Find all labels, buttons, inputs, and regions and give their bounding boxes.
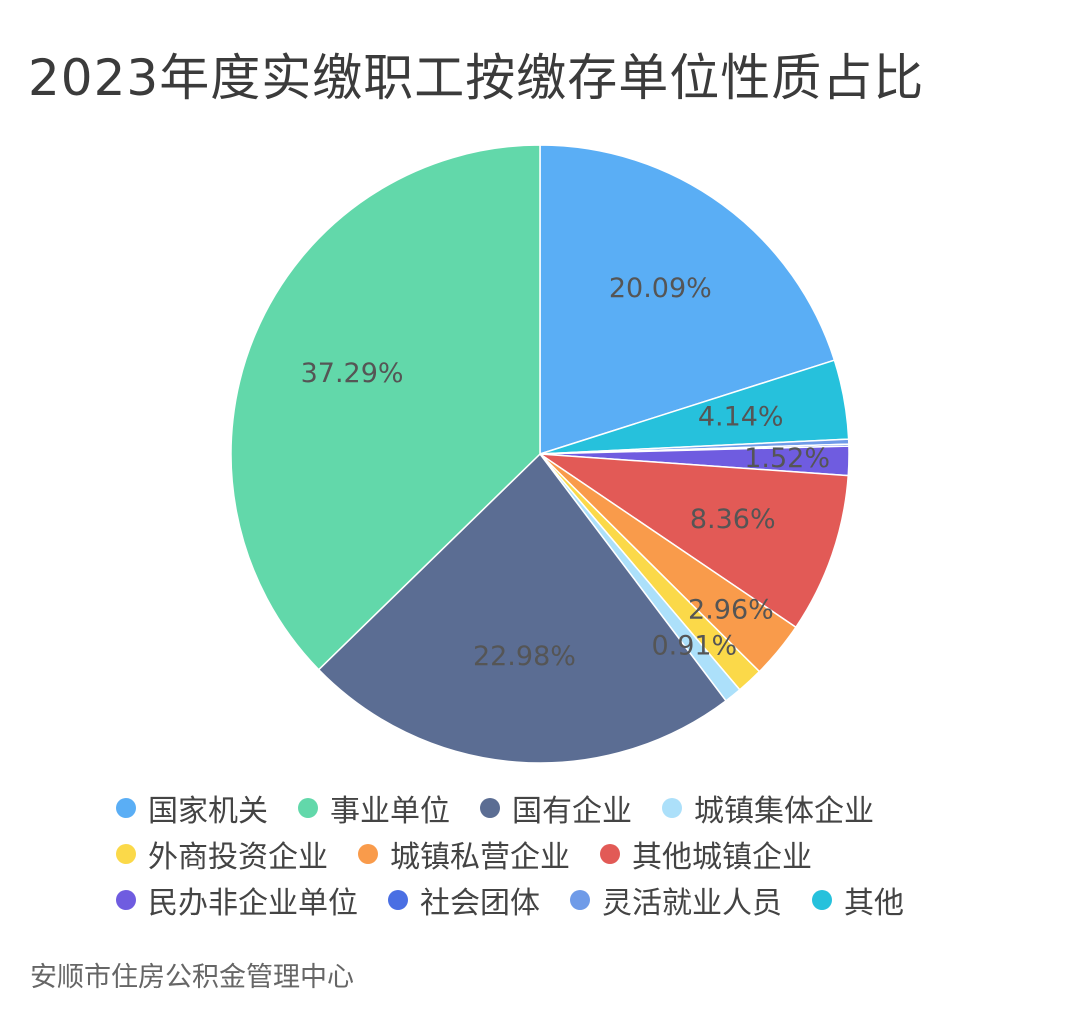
legend-item: 其他 (812, 878, 904, 922)
legend-label: 城镇集体企业 (694, 794, 874, 829)
pie-slice (537, 453, 850, 629)
chart-title: 2023年度实缴职工按缴存单位性质占比 (28, 49, 925, 107)
pie-slice (539, 144, 836, 456)
legend-swatch (298, 798, 318, 818)
pie-slice (317, 452, 727, 764)
slice-data-label: 37.29% (301, 358, 404, 389)
legend-label: 国家机关 (148, 794, 268, 829)
slice-data-label: 0.91% (651, 631, 737, 662)
legend-swatch (812, 890, 832, 910)
legend-label: 民办非企业单位 (148, 886, 358, 921)
legend-swatch (116, 798, 136, 818)
legend-item: 事业单位 (298, 786, 450, 830)
legend-swatch (570, 890, 590, 910)
slice-data-label: 20.09% (609, 273, 712, 304)
legend-item: 国有企业 (480, 786, 632, 830)
legend-item: 社会团体 (388, 878, 540, 922)
legend-swatch (662, 798, 682, 818)
legend-label: 城镇私营企业 (390, 840, 570, 875)
legend-swatch (358, 844, 378, 864)
legend-label: 灵活就业人员 (602, 886, 782, 921)
legend-label: 事业单位 (330, 794, 450, 829)
legend-label: 国有企业 (512, 794, 632, 829)
chart-legend: 国家机关 事业单位 国有企业 城镇集体企业 外商投资企业 城镇私营企业 其他城镇企业 民办非企… (116, 785, 1016, 923)
legend-item: 其他城镇企业 (600, 832, 812, 876)
legend-swatch (116, 890, 136, 910)
slice-data-label: 2.96% (688, 595, 774, 626)
source-label: 安顺市住房公积金管理中心 (30, 962, 354, 993)
legend-swatch (388, 890, 408, 910)
slice-data-label: 4.14% (698, 401, 784, 432)
pie-slice (230, 144, 541, 671)
legend-label: 其他 (844, 886, 904, 921)
legend-item: 国家机关 (116, 786, 268, 830)
legend-item: 灵活就业人员 (570, 878, 782, 922)
legend-swatch (600, 844, 620, 864)
legend-row: 外商投资企业 城镇私营企业 其他城镇企业 (116, 831, 1016, 877)
legend-item: 城镇私营企业 (358, 832, 570, 876)
legend-label: 其他城镇企业 (632, 840, 812, 875)
legend-label: 外商投资企业 (148, 840, 328, 875)
legend-item: 民办非企业单位 (116, 878, 358, 922)
legend-swatch (116, 844, 136, 864)
legend-item: 城镇集体企业 (662, 786, 874, 830)
legend-row: 国家机关 事业单位 国有企业 城镇集体企业 (116, 785, 1016, 831)
legend-row: 民办非企业单位 社会团体 灵活就业人员 其他 (116, 877, 1016, 923)
slice-data-label: 8.36% (690, 504, 776, 535)
legend-label: 社会团体 (420, 886, 540, 921)
slice-data-label: 22.98% (473, 641, 576, 672)
slice-data-label: 1.52% (744, 443, 830, 474)
legend-item: 外商投资企业 (116, 832, 328, 876)
legend-swatch (480, 798, 500, 818)
